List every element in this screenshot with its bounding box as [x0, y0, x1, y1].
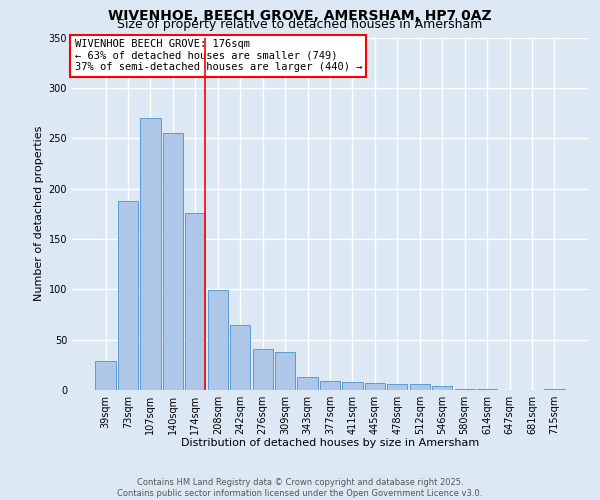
- Bar: [410, 384, 430, 390]
- Bar: [275, 352, 295, 390]
- Bar: [118, 200, 138, 390]
- Bar: [163, 133, 183, 390]
- Bar: [432, 386, 452, 390]
- Text: Contains HM Land Registry data © Crown copyright and database right 2025.
Contai: Contains HM Land Registry data © Crown c…: [118, 478, 482, 498]
- Bar: [185, 212, 205, 390]
- Bar: [230, 324, 250, 390]
- Bar: [365, 383, 385, 390]
- Y-axis label: Number of detached properties: Number of detached properties: [34, 126, 44, 302]
- Bar: [343, 382, 362, 390]
- Bar: [477, 389, 497, 390]
- Text: WIVENHOE BEECH GROVE: 176sqm
← 63% of detached houses are smaller (749)
37% of s: WIVENHOE BEECH GROVE: 176sqm ← 63% of de…: [74, 40, 362, 72]
- Text: WIVENHOE, BEECH GROVE, AMERSHAM, HP7 0AZ: WIVENHOE, BEECH GROVE, AMERSHAM, HP7 0AZ: [108, 9, 492, 23]
- Bar: [253, 348, 273, 390]
- Bar: [95, 361, 116, 390]
- X-axis label: Distribution of detached houses by size in Amersham: Distribution of detached houses by size …: [181, 438, 479, 448]
- Bar: [544, 389, 565, 390]
- Bar: [455, 389, 475, 390]
- Bar: [320, 381, 340, 390]
- Bar: [387, 384, 407, 390]
- Bar: [140, 118, 161, 390]
- Bar: [208, 290, 228, 390]
- Bar: [298, 377, 317, 390]
- Text: Size of property relative to detached houses in Amersham: Size of property relative to detached ho…: [118, 18, 482, 31]
